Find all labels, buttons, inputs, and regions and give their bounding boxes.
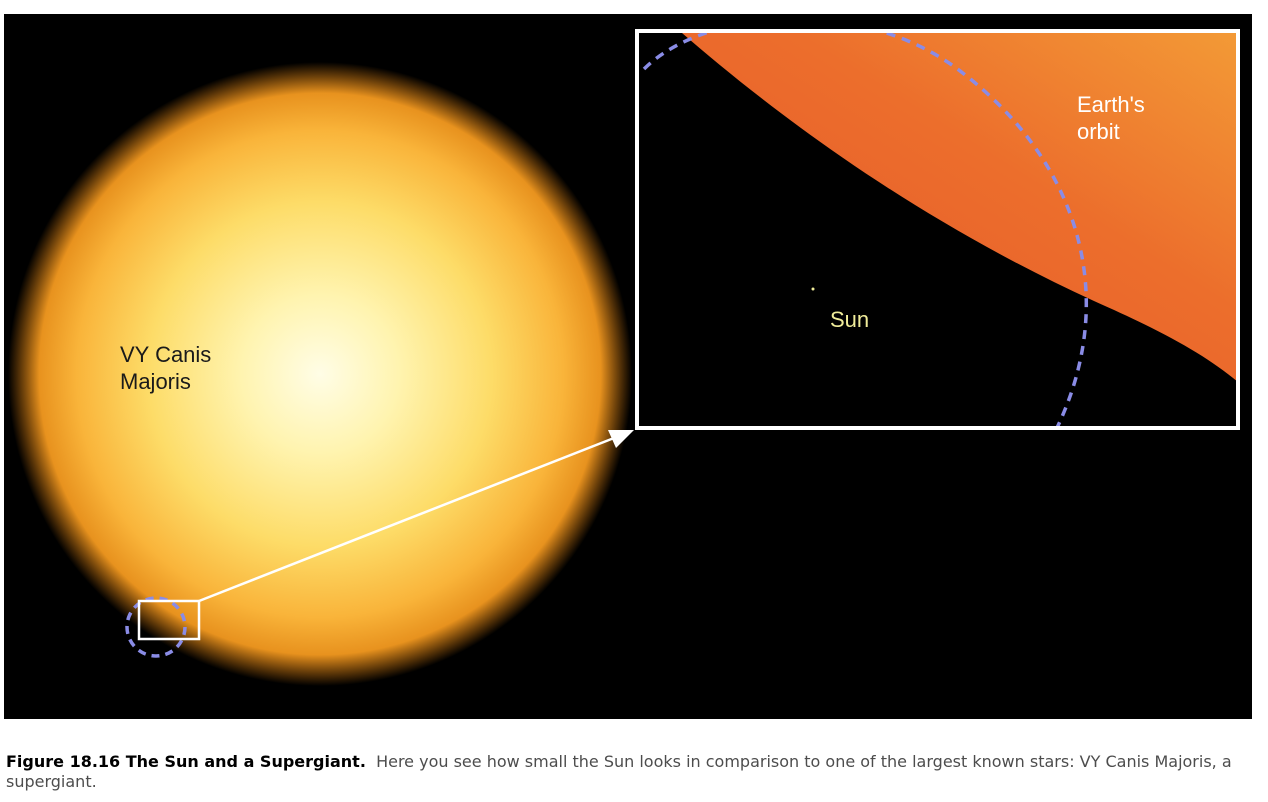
- supergiant-label: VY Canis Majoris: [120, 342, 217, 394]
- earth-orbit-arc: [642, 33, 1088, 428]
- zoom-arrow: [198, 436, 615, 603]
- small-orbit-circle: [125, 596, 187, 658]
- figure-caption-text: Here you see how small the Sun looks in …: [6, 752, 1232, 791]
- supergiant-label-line-1: VY Canis: [120, 342, 211, 367]
- earth-orbit-label-line-2: orbit: [1077, 119, 1120, 144]
- inset-frame: [635, 29, 1240, 430]
- figure-caption-title: Figure 18.16 The Sun and a Supergiant.: [6, 752, 366, 771]
- inset-panel: [638, 33, 1238, 428]
- earth-orbit-label: Earth's orbit: [1077, 92, 1151, 144]
- supergiant-label-line-2: Majoris: [120, 369, 191, 394]
- zoom-source-box: [137, 599, 201, 641]
- earth-orbit-label-line-1: Earth's: [1077, 92, 1145, 117]
- sun-label: Sun: [830, 307, 869, 332]
- sun-dot: [811, 287, 815, 291]
- zoom-arrowhead: [608, 430, 634, 448]
- star-comparison-illustration: VY Canis Majoris Earth's orbit Sun: [8, 29, 1240, 686]
- supergiant-surface-inset: [682, 33, 1238, 382]
- figure-image: VY Canis Majoris Earth's orbit Sun: [4, 14, 1252, 719]
- supergiant-star: [8, 62, 632, 686]
- figure-caption: Figure 18.16 The Sun and a Supergiant. H…: [6, 752, 1236, 792]
